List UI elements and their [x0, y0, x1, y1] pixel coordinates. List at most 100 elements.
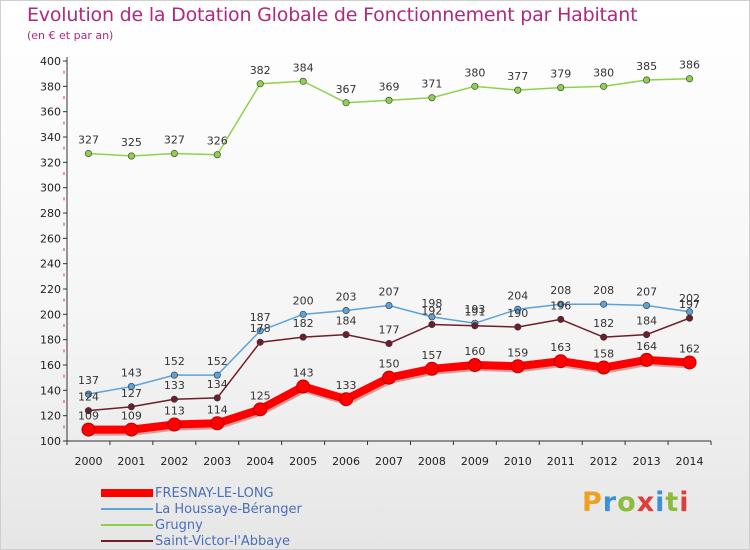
series-1-label-14: 202 [679, 292, 700, 305]
y-tick-label-0: 100 [40, 435, 61, 448]
series-3-label-12: 182 [593, 317, 614, 330]
series-2-label-0: 327 [78, 133, 99, 146]
series-2-label-3: 326 [207, 135, 228, 148]
series-2-point-2 [170, 149, 178, 157]
series-3-point-5 [299, 333, 307, 341]
logo-letter-5: t [665, 487, 680, 518]
series-2-point-10 [514, 86, 522, 94]
y-tick-label-13: 360 [40, 106, 61, 119]
x-tick-label-2: 2002 [160, 455, 188, 468]
logo-letter-2: o [617, 487, 637, 518]
x-tick-label-5: 2005 [289, 455, 317, 468]
x-tick-label-4: 2004 [246, 455, 274, 468]
series-0-label-12: 158 [593, 348, 614, 361]
series-3-label-5: 182 [293, 317, 314, 330]
series-1-label-5: 200 [293, 294, 314, 307]
legend-swatch-3 [101, 540, 153, 542]
series-1-point-6 [342, 307, 350, 315]
legend-swatch-1 [101, 508, 153, 510]
y-tick-label-15: 400 [40, 55, 61, 68]
series-2-label-6: 367 [336, 83, 357, 96]
series-2-label-2: 327 [164, 133, 185, 146]
series-2-point-14 [686, 75, 694, 83]
logo-letter-4: i [655, 487, 666, 518]
series-2-point-1 [127, 152, 135, 160]
series-3-label-9: 191 [464, 306, 485, 319]
series-3-point-4 [256, 338, 264, 346]
series-3-point-6 [342, 331, 350, 339]
y-tick-label-2: 140 [40, 384, 61, 397]
series-0-label-2: 113 [164, 405, 185, 418]
legend-swatch-0 [101, 489, 153, 497]
series-2-label-8: 371 [421, 78, 442, 91]
series-layer [81, 75, 697, 437]
series-1-point-0 [84, 390, 92, 398]
series-0-label-8: 157 [421, 349, 442, 362]
series-3-point-12 [600, 333, 608, 341]
series-3-point-10 [514, 323, 522, 331]
series-0-label-14: 162 [679, 342, 700, 355]
series-3-label-7: 177 [379, 323, 400, 336]
x-tick-label-6: 2006 [332, 455, 360, 468]
series-0-label-11: 163 [550, 341, 571, 354]
series-1-point-1 [127, 383, 135, 391]
series-0-label-7: 150 [379, 358, 400, 371]
series-0-label-3: 114 [207, 403, 228, 416]
series-0-label-1: 109 [121, 410, 142, 423]
logo-letter-1: r [602, 487, 618, 518]
series-3-label-4: 178 [250, 322, 271, 335]
series-0-point-12 [596, 360, 611, 375]
x-tick-label-9: 2009 [461, 455, 489, 468]
series-0-point-3 [210, 416, 225, 431]
chart-title: Evolution de la Dotation Globale de Fonc… [27, 4, 638, 26]
series-2-label-12: 380 [593, 66, 614, 79]
x-tick-label-13: 2013 [633, 455, 661, 468]
series-1-label-6: 203 [336, 291, 357, 304]
y-tick-label-4: 180 [40, 334, 61, 347]
series-1-label-2: 152 [164, 355, 185, 368]
y-tick-label-14: 380 [40, 80, 61, 93]
series-3-point-3 [213, 394, 221, 402]
series-1-label-9: 193 [464, 303, 485, 316]
series-1-point-12 [600, 300, 608, 308]
series-1-point-11 [557, 300, 565, 308]
legend-label-0: FRESNAY-LE-LONG [155, 486, 274, 501]
data-labels: 327 325 327 326 382 384 367 369 371 380 377 379 380 3… [78, 59, 700, 423]
y-tick-label-5: 200 [40, 308, 61, 321]
y-tick-label-12: 340 [40, 131, 61, 144]
series-0-point-2 [167, 417, 182, 432]
series-2-point-9 [471, 82, 479, 90]
series-1-label-7: 207 [379, 285, 400, 298]
series-3-label-1: 127 [121, 387, 142, 400]
series-1-point-3 [213, 371, 221, 379]
series-2-point-3 [213, 151, 221, 159]
legend-label-3: Saint-Victor-l'Abbaye [155, 534, 290, 549]
y-tick-label-9: 280 [40, 207, 61, 220]
series-2-label-14: 386 [679, 59, 700, 72]
y-tick-label-8: 260 [40, 232, 61, 245]
series-3-point-9 [471, 322, 479, 330]
series-0-point-0 [81, 422, 96, 437]
legend-swatch-2 [101, 524, 153, 526]
series-0-label-9: 160 [464, 345, 485, 358]
logo-letter-6: i [679, 487, 690, 518]
series-1-label-10: 204 [507, 289, 528, 302]
series-3-label-11: 196 [550, 299, 571, 312]
series-3-point-8 [428, 320, 436, 328]
series-0-point-4 [253, 402, 268, 417]
series-0-point-14 [682, 355, 697, 370]
series-0-point-8 [424, 361, 439, 376]
series-3-label-0: 124 [78, 391, 99, 404]
series-2-label-10: 377 [507, 70, 528, 83]
series-0-label-6: 133 [336, 379, 357, 392]
series-3-label-2: 133 [164, 379, 185, 392]
series-3-label-13: 184 [636, 315, 657, 328]
legend-label-1: La Houssaye-Béranger [155, 502, 302, 517]
axes: 100 120 140 160 180 200 220 240 260 280 300 320 340 3… [40, 55, 712, 468]
series-3-point-2 [170, 395, 178, 403]
x-tick-label-12: 2012 [590, 455, 618, 468]
series-0-label-13: 164 [636, 340, 657, 353]
series-0-point-7 [382, 370, 396, 385]
series-1-label-11: 208 [550, 284, 571, 297]
